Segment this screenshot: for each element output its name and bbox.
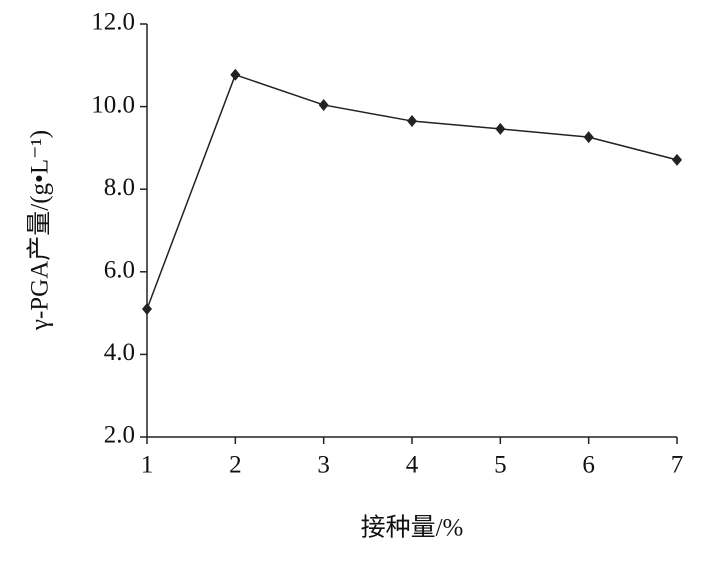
marker xyxy=(495,122,506,135)
y-tick-label: 2.0 xyxy=(104,422,135,449)
marker xyxy=(142,302,152,315)
x-tick-label: 4 xyxy=(406,452,419,479)
x-tick-label: 3 xyxy=(317,452,330,479)
x-tick-label: 2 xyxy=(229,452,242,479)
marker xyxy=(407,115,417,128)
line xyxy=(146,73,678,310)
y-tick-label: 10.0 xyxy=(91,91,135,118)
marker xyxy=(672,153,682,166)
y-tick-label: 12.0 xyxy=(91,9,135,36)
x-axis-label: 接种量/% xyxy=(361,514,464,542)
marker xyxy=(583,131,594,144)
x-tick-label: 6 xyxy=(582,452,595,479)
y-tick-label: 6.0 xyxy=(104,257,135,284)
x-tick-label: 1 xyxy=(141,452,154,479)
marker xyxy=(230,68,241,81)
x-tick-label: 5 xyxy=(494,452,507,479)
y-tick-label: 4.0 xyxy=(104,339,135,366)
y-axis-label: γ-PGA产量/(g•L⁻¹) xyxy=(26,130,54,331)
marker xyxy=(318,98,329,111)
x-tick-label: 7 xyxy=(671,452,684,479)
y-tick-label: 8.0 xyxy=(104,174,135,201)
